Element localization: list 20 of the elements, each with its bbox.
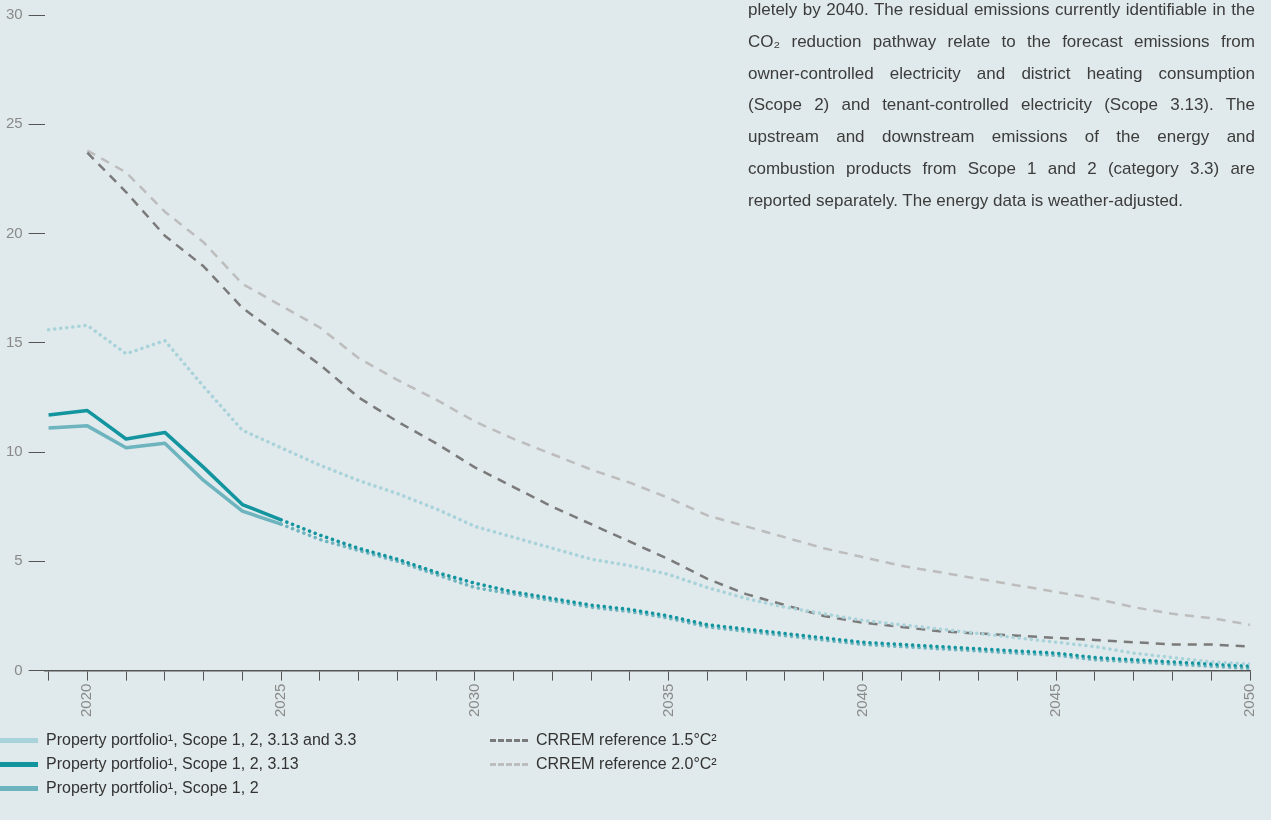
x-tick-label: 2025 <box>271 683 289 718</box>
x-tick-label: 2020 <box>77 683 95 718</box>
annotation: pletely by 2040. The residual emissions currently identifiable in the CO₂ reduction pathway relate to the forecast emissions from owner-controlled electricity and district heating consumption (Scope 2) and tenant-controlled electricity (Scope 3.13). The upstream and downstream emissions of the energy and combustion products from Scope 1 and 2 (category 3.3) are reported separately. The energy data is weather-adjusted. <box>748 0 1255 212</box>
legend-label: CRREM reference 1.5°C² <box>536 731 717 749</box>
y-tick-label: 0 <box>14 660 23 678</box>
legend-label: Property portfolio¹, Scope 1, 2, 3.13 and 3.3 <box>46 731 357 749</box>
x-tick-label: 2045 <box>1046 683 1064 718</box>
y-tick-label: 10 <box>6 442 23 460</box>
x-tick-label: 2050 <box>1240 683 1258 718</box>
y-tick-label: 25 <box>6 114 23 132</box>
y-tick-label: 30 <box>6 5 23 23</box>
y-tick-label: 5 <box>14 551 23 569</box>
legend-label: Property portfolio¹, Scope 1, 2 <box>46 779 259 797</box>
legend-label: CRREM reference 2.0°C² <box>536 755 717 773</box>
x-tick-label: 2040 <box>852 683 870 718</box>
x-tick-label: 2035 <box>658 683 676 718</box>
y-tick-label: 20 <box>6 223 23 241</box>
y-tick-label: 15 <box>6 332 23 350</box>
x-tick-label: 2030 <box>465 683 483 718</box>
legend-label: Property portfolio¹, Scope 1, 2, 3.13 <box>46 755 299 773</box>
